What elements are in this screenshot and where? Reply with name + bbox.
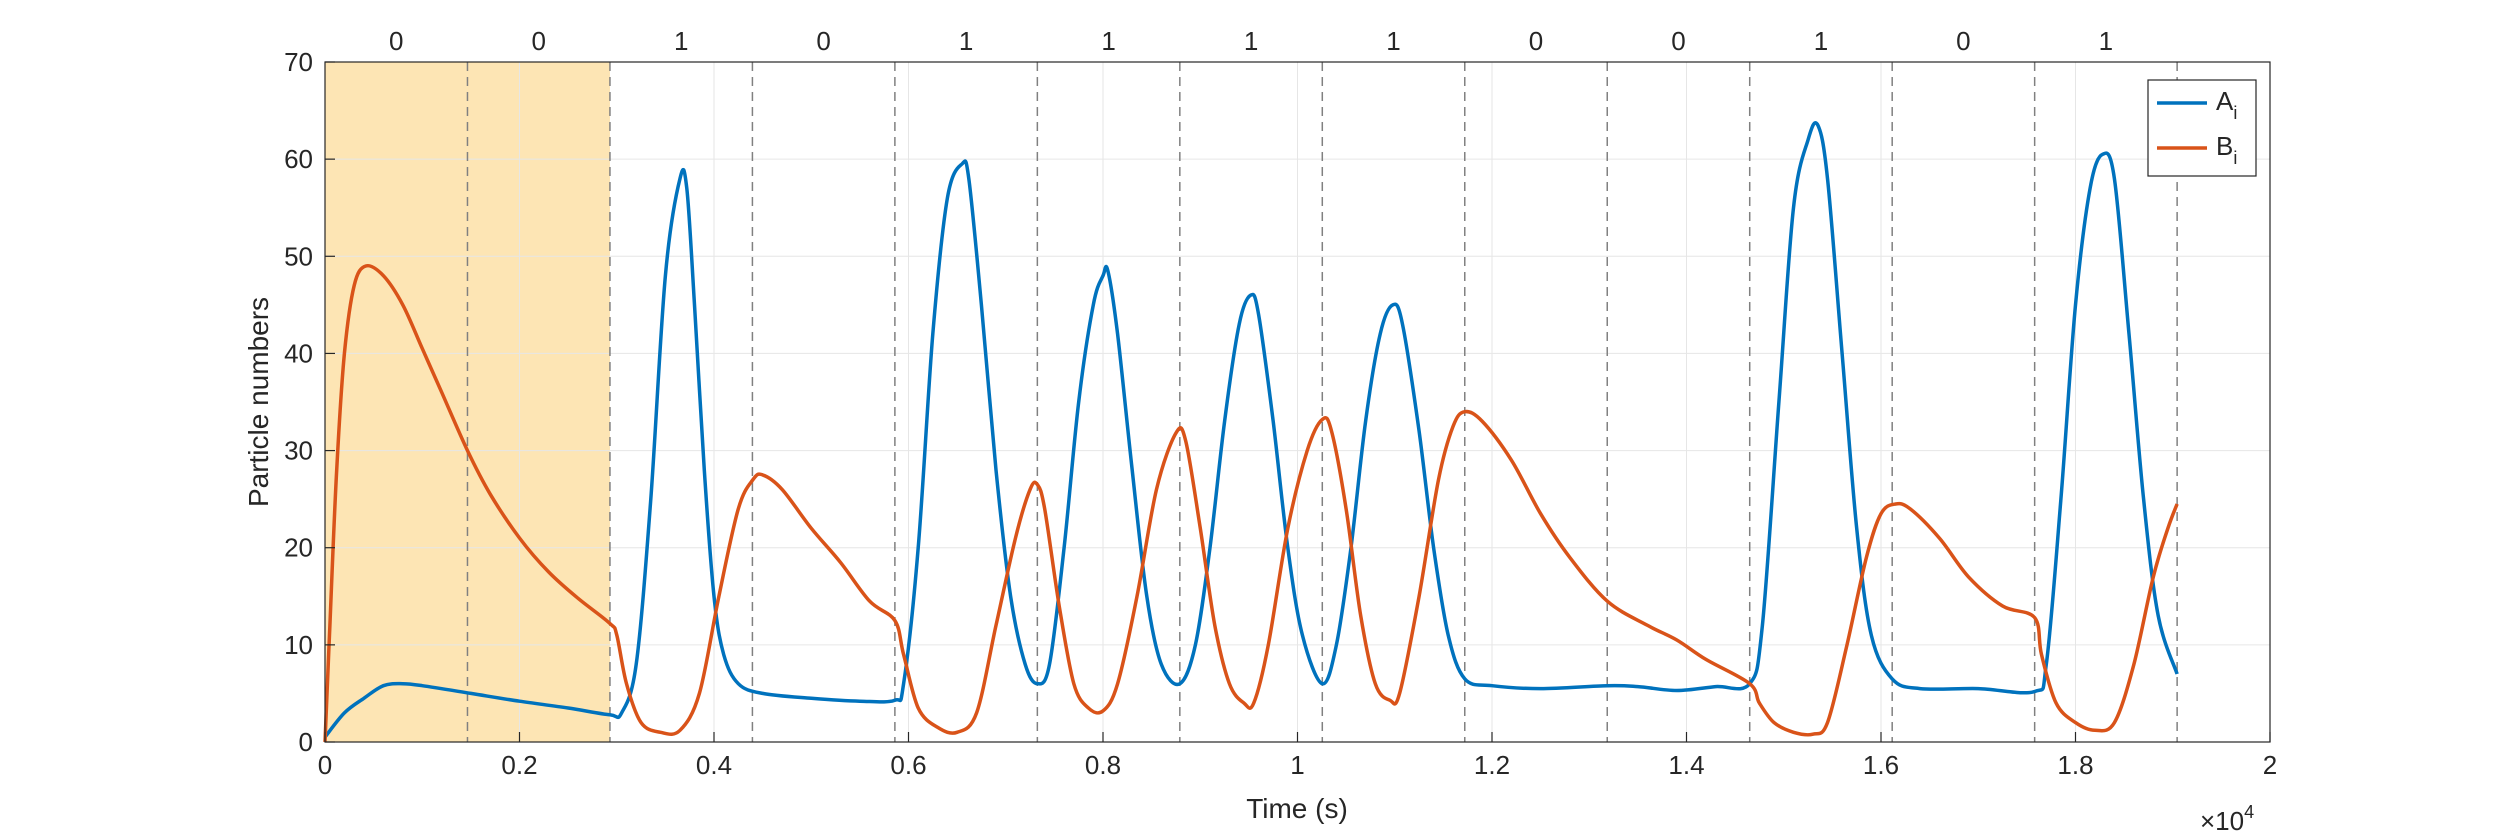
x-tick-label: 1.8 <box>2057 750 2093 780</box>
y-tick-label: 50 <box>284 241 313 271</box>
x-tick-label: 0.8 <box>1085 750 1121 780</box>
x-tick-label: 1.4 <box>1668 750 1704 780</box>
y-tick-label: 20 <box>284 533 313 563</box>
legend-entry-a: Ai <box>2216 86 2237 123</box>
segment-label: 0 <box>816 26 830 56</box>
segment-label: 0 <box>1529 26 1543 56</box>
segment-boundary-layer <box>466 62 2178 742</box>
y-tick-label: 40 <box>284 338 313 368</box>
segment-label: 1 <box>1814 26 1828 56</box>
x-tick-label: 1 <box>1290 750 1304 780</box>
x-axis-label: Time (s) <box>1246 793 1348 824</box>
segment-label: 1 <box>2099 26 2113 56</box>
segment-label: 0 <box>1956 26 1970 56</box>
x-tick-label: 1.2 <box>1474 750 1510 780</box>
x-tick-label: 0.4 <box>696 750 732 780</box>
segment-label: 1 <box>1244 26 1258 56</box>
legend-box <box>2147 79 2257 177</box>
tick-layer: 0 0.2 0.4 0.6 0.8 1 1.2 1.4 1.6 1.8 20102030405060… <box>284 47 2277 780</box>
x-tick-label: 1.6 <box>1863 750 1899 780</box>
segment-label: 0 <box>389 26 403 56</box>
segment-label: 1 <box>674 26 688 56</box>
y-tick-label: 0 <box>299 727 313 757</box>
segment-label-layer: 0 0 1 0 1 1 1 1 0 0 1 0 1 <box>389 26 2113 56</box>
segment-label: 1 <box>1101 26 1115 56</box>
y-tick-label: 10 <box>284 630 313 660</box>
series-layer <box>323 121 2179 743</box>
segment-label: 1 <box>1386 26 1400 56</box>
segment-label: 0 <box>531 26 545 56</box>
series-line-b <box>323 263 2179 743</box>
x-tick-label: 0.6 <box>890 750 926 780</box>
y-axis-label: Particle numbers <box>243 297 274 507</box>
y-tick-label: 60 <box>284 144 313 174</box>
x-tick-label: 0 <box>318 750 332 780</box>
x-tick-label: 2 <box>2263 750 2277 780</box>
y-tick-label: 30 <box>284 436 313 466</box>
y-tick-label: 70 <box>284 47 313 77</box>
segment-label: 1 <box>959 26 973 56</box>
segment-label: 0 <box>1671 26 1685 56</box>
legend-entry-b: Bi <box>2216 131 2237 168</box>
legend: Ai Bi <box>2147 79 2257 177</box>
x-tick-label: 0.2 <box>501 750 537 780</box>
x-exponent-base: ×104 <box>2200 802 2254 833</box>
series-line-a <box>323 121 2179 739</box>
x-axis-exponent: ×104 <box>2200 802 2254 833</box>
